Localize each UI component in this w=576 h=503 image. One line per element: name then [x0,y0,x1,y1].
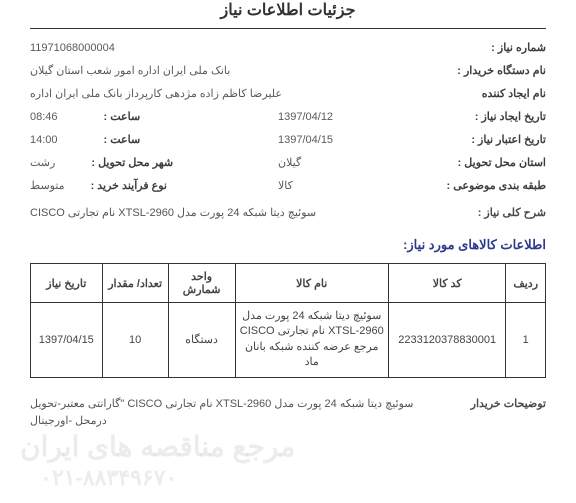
delivery-city-label: شهر محل تحویل : [91,156,173,169]
need-number-label: شماره نیاز : [436,41,546,54]
table-row: 1 2233120378830001 سوئیچ دیتا شبکه 24 پو… [31,303,546,378]
td-need-date: 1397/04/15 [31,303,103,378]
creator-value: علیرضا کاظم زاده مژدهی کارپرداز بانک ملی… [30,87,282,100]
details-grid: شماره نیاز : 11971068000004 نام دستگاه خ… [30,41,546,192]
th-name: نام کالا [235,264,388,303]
td-code: 2233120378830001 [388,303,505,378]
buyer-notes-label: توضیحات خریدار [436,396,546,431]
td-row: 1 [506,303,546,378]
th-qty: تعداد/ مقدار [102,264,168,303]
category-value: کالا [278,179,428,192]
items-section-title: اطلاعات کالاهای مورد نیاز: [30,237,546,253]
items-table: ردیف کد کالا نام کالا واحد شمارش تعداد/ … [30,263,546,378]
validity-time-value: 14:00 [30,134,58,146]
delivery-province-value: گیلان [278,156,428,169]
th-unit: واحد شمارش [168,264,235,303]
th-need-date: تاریخ نیاز [31,264,103,303]
create-date-value: 1397/04/12 [278,111,428,123]
general-desc-label: شرح کلی نیاز : [436,206,546,219]
need-number-value: 11971068000004 [30,42,115,54]
create-time-value: 08:46 [30,111,58,123]
page-title: جزئیات اطلاعات نیاز [30,0,546,20]
th-code: کد کالا [388,264,505,303]
buyer-org-value: بانک ملی ایران اداره امور شعب استان گیلا… [30,64,230,77]
general-desc-value: سوئیچ دیتا شبکه 24 پورت مدل XTSL-2960 نا… [30,206,436,219]
creator-label: نام ایجاد کننده [436,87,546,100]
divider [30,28,546,29]
category-label: طبقه بندی موضوعی : [436,179,546,192]
validity-date-value: 1397/04/15 [278,134,428,146]
td-unit: دستگاه [168,303,235,378]
buyer-org-label: نام دستگاه خریدار : [436,64,546,77]
delivery-province-label: استان محل تحویل : [436,156,546,169]
delivery-city-value: رشت [30,156,55,169]
create-time-label: ساعت : [104,110,141,123]
watermark-line2: ۰۲۱-۸۸۳۴۹۶۷۰ [40,465,177,491]
buyer-notes-value: سوئیچ دیتا شبکه 24 پورت مدل XTSL-2960 نا… [30,396,436,431]
validity-time-label: ساعت : [104,133,141,146]
create-date-label: تاریخ ایجاد نیاز : [436,110,546,123]
td-name: سوئیچ دیتا شبکه 24 پورت مدل XTSL-2960 نا… [235,303,388,378]
purchase-type-label: نوع فرآیند خرید : [91,179,167,192]
td-qty: 10 [102,303,168,378]
validity-date-label: تاریخ اعتبار نیاز : [436,133,546,146]
th-row: ردیف [506,264,546,303]
purchase-type-value: متوسط [30,179,65,192]
